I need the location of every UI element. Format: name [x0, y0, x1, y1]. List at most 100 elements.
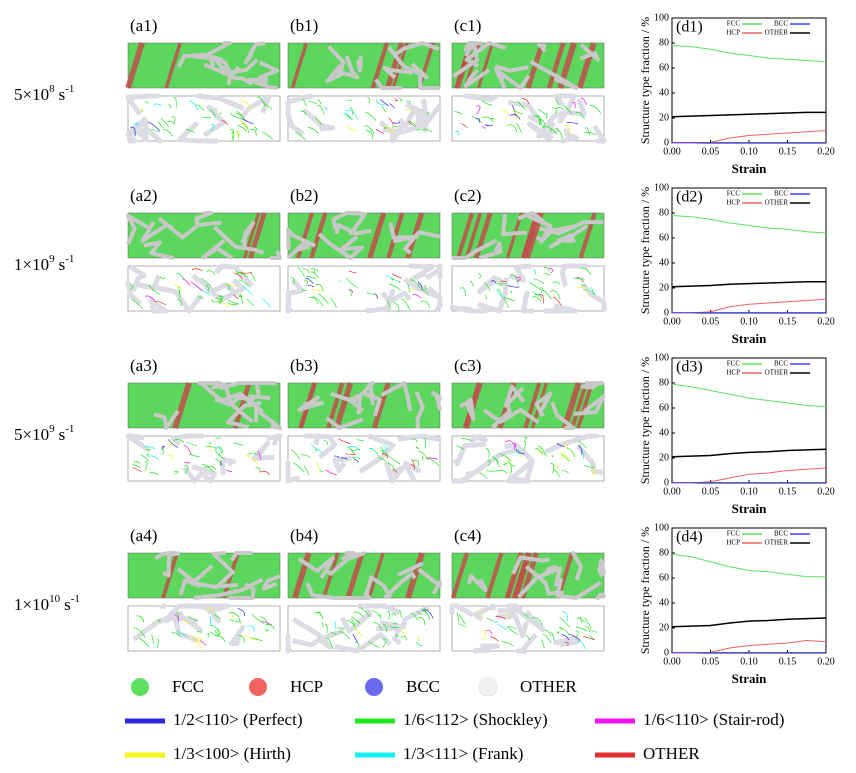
x-axis-label: Strain [732, 501, 767, 516]
dislocation-line [210, 299, 220, 303]
dislocation-line [410, 458, 416, 470]
structure-marker [131, 678, 149, 696]
grain-shadow [251, 440, 275, 461]
grain-boundary [363, 392, 382, 417]
grain-boundary [229, 582, 256, 600]
grain-boundary [526, 214, 553, 242]
dislocation-line [144, 100, 149, 104]
dislocation-line [174, 471, 179, 475]
panel-label: (c1) [454, 16, 481, 35]
dislocation-line [507, 460, 516, 468]
grain-shadow [285, 634, 293, 654]
dislocation-line [371, 448, 379, 457]
dislocation-line [515, 450, 522, 455]
dislocation-line [173, 284, 182, 291]
x-tick-label: 0.15 [779, 486, 797, 497]
dislocation-line [456, 445, 464, 451]
dislocation-line [307, 126, 319, 135]
grain-shadow [379, 604, 430, 630]
panel-label: (b4) [290, 526, 318, 545]
dislocation-line [418, 450, 429, 461]
dislocation-line [206, 607, 214, 613]
dislocation-label: 1/2<110> (Perfect) [173, 710, 302, 729]
dislocation-line [237, 634, 246, 643]
dislocation-line [458, 614, 466, 625]
chart-title: (d4) [676, 529, 703, 546]
x-tick-label: 0.20 [817, 146, 835, 157]
structure-label: BCC [406, 677, 440, 696]
dislocation-line [354, 641, 360, 648]
grain-boundary [230, 551, 253, 562]
grain-boundary [297, 555, 335, 579]
structure-label: FCC [172, 677, 204, 696]
atom-structure-image [287, 42, 441, 89]
dislocation-line [215, 458, 222, 466]
dislocation-line [509, 464, 512, 475]
grain-shadow [397, 433, 442, 442]
dislocation-line [496, 623, 507, 631]
dislocation-line [235, 112, 241, 116]
grain-boundary [374, 78, 403, 90]
dislocation-line [315, 269, 319, 272]
dislocation-line [264, 624, 276, 630]
grain-boundary [597, 558, 606, 578]
dislocation-line [544, 629, 552, 637]
panel-label: (a1) [130, 16, 157, 35]
dislocation-line [229, 112, 243, 120]
y-tick-label: 80 [659, 207, 669, 218]
dislocation-line [182, 278, 191, 287]
dislocation-line [132, 467, 142, 472]
dislocation-line [260, 470, 270, 476]
series-line [671, 45, 827, 63]
grain-boundary [478, 241, 503, 260]
dislocation-line [584, 131, 597, 135]
grain-boundary [324, 551, 366, 576]
dislocation-line [399, 630, 406, 637]
dislocation-line [561, 634, 569, 641]
dislocation-line [482, 116, 494, 123]
hcp-stripe [125, 42, 145, 89]
grain-shadow [304, 433, 338, 460]
dislocation-line [205, 465, 217, 471]
dislocation-line [415, 446, 420, 449]
dislocation-line [485, 629, 493, 635]
row-label-base: 1×10 [14, 595, 49, 614]
dislocation-line [140, 107, 144, 112]
hcp-stripe [523, 382, 542, 429]
x-tick-label: 0.00 [663, 146, 681, 157]
grain-boundary [261, 574, 281, 591]
dislocation-line [238, 294, 243, 297]
dislocation-line [579, 616, 586, 623]
grain-boundary [571, 551, 583, 581]
grain-boundary [253, 407, 282, 430]
dislocation-line [257, 451, 261, 461]
dislocation-line [333, 455, 340, 459]
grain-shadow [159, 603, 168, 610]
dislocation-line [146, 448, 151, 452]
hcp-stripe [367, 552, 385, 599]
dislocation-line [198, 296, 204, 299]
dislocation-line [146, 453, 149, 457]
grain-shadow [536, 109, 567, 139]
dislocation-line [156, 639, 159, 649]
dislocation-line [318, 293, 329, 304]
dislocation-line [215, 437, 221, 440]
dislocation-line [338, 631, 351, 639]
dislocation-line [408, 121, 413, 126]
dislocation-line [346, 99, 352, 102]
y-tick-label: 0 [664, 307, 669, 318]
dislocation-line [131, 298, 144, 310]
dislocation-line [482, 99, 493, 106]
grain-boundary [383, 571, 417, 600]
chart-title: (d2) [676, 189, 703, 206]
dislocation-line [206, 446, 218, 451]
dislocation-line [490, 118, 496, 120]
grain-boundary [388, 222, 419, 244]
dislocation-line [247, 452, 259, 456]
dislocation-line [507, 284, 520, 288]
dislocation-line [551, 107, 557, 115]
dislocation-line [503, 297, 509, 308]
dislocation-line [151, 634, 154, 644]
dislocation-line [256, 96, 266, 108]
dislocation-line [205, 270, 216, 276]
